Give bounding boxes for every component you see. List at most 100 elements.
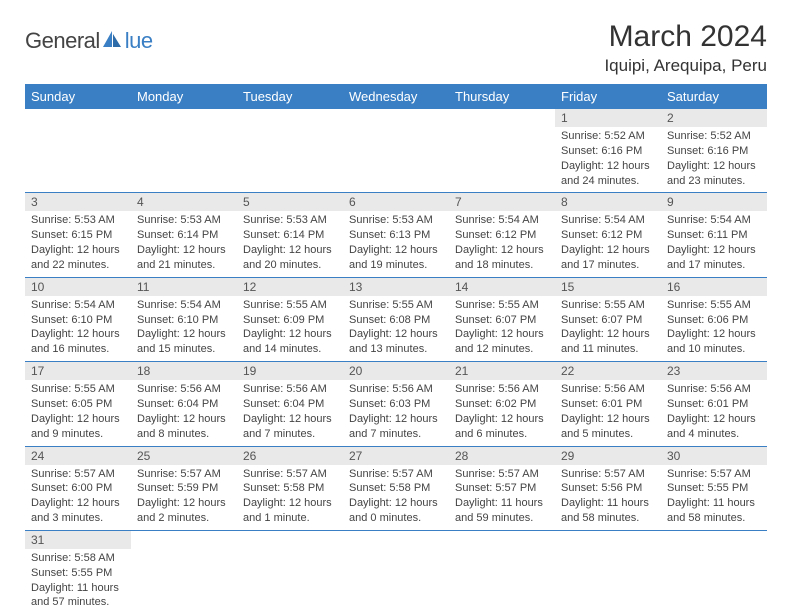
day-data: Sunrise: 5:57 AMSunset: 5:57 PMDaylight:…: [449, 465, 555, 530]
day-data: Sunrise: 5:53 AMSunset: 6:14 PMDaylight:…: [131, 211, 237, 276]
calendar-day-cell: 31Sunrise: 5:58 AMSunset: 5:55 PMDayligh…: [25, 530, 131, 614]
day-data: Sunrise: 5:52 AMSunset: 6:16 PMDaylight:…: [555, 127, 661, 192]
calendar-day-cell: [343, 109, 449, 193]
day-number: 20: [343, 362, 449, 380]
day-number: 26: [237, 447, 343, 465]
calendar-week-row: 3Sunrise: 5:53 AMSunset: 6:15 PMDaylight…: [25, 193, 767, 277]
header: General lue March 2024 Iquipi, Arequipa,…: [25, 20, 767, 76]
calendar-day-cell: 12Sunrise: 5:55 AMSunset: 6:09 PMDayligh…: [237, 277, 343, 361]
day-number: 12: [237, 278, 343, 296]
day-number: 14: [449, 278, 555, 296]
day-number: 13: [343, 278, 449, 296]
day-number: 8: [555, 193, 661, 211]
day-number: 17: [25, 362, 131, 380]
month-title: March 2024: [604, 20, 767, 54]
calendar-day-cell: 29Sunrise: 5:57 AMSunset: 5:56 PMDayligh…: [555, 446, 661, 530]
day-data: Sunrise: 5:57 AMSunset: 5:55 PMDaylight:…: [661, 465, 767, 530]
day-number: 30: [661, 447, 767, 465]
day-number: 21: [449, 362, 555, 380]
calendar-day-cell: 1Sunrise: 5:52 AMSunset: 6:16 PMDaylight…: [555, 109, 661, 193]
calendar-day-cell: 30Sunrise: 5:57 AMSunset: 5:55 PMDayligh…: [661, 446, 767, 530]
day-data: Sunrise: 5:57 AMSunset: 5:58 PMDaylight:…: [237, 465, 343, 530]
day-data: Sunrise: 5:53 AMSunset: 6:14 PMDaylight:…: [237, 211, 343, 276]
location: Iquipi, Arequipa, Peru: [604, 56, 767, 76]
day-number: 22: [555, 362, 661, 380]
day-data: Sunrise: 5:55 AMSunset: 6:06 PMDaylight:…: [661, 296, 767, 361]
day-data: Sunrise: 5:56 AMSunset: 6:04 PMDaylight:…: [131, 380, 237, 445]
day-data: Sunrise: 5:54 AMSunset: 6:10 PMDaylight:…: [25, 296, 131, 361]
calendar-header-cell: Sunday: [25, 84, 131, 109]
title-block: March 2024 Iquipi, Arequipa, Peru: [604, 20, 767, 76]
calendar-header-cell: Saturday: [661, 84, 767, 109]
calendar-day-cell: 20Sunrise: 5:56 AMSunset: 6:03 PMDayligh…: [343, 362, 449, 446]
calendar-day-cell: [661, 530, 767, 614]
calendar-day-cell: 5Sunrise: 5:53 AMSunset: 6:14 PMDaylight…: [237, 193, 343, 277]
day-data: Sunrise: 5:57 AMSunset: 5:56 PMDaylight:…: [555, 465, 661, 530]
calendar-day-cell: [237, 109, 343, 193]
day-data: Sunrise: 5:57 AMSunset: 5:59 PMDaylight:…: [131, 465, 237, 530]
day-data: Sunrise: 5:56 AMSunset: 6:01 PMDaylight:…: [661, 380, 767, 445]
calendar-header-cell: Thursday: [449, 84, 555, 109]
calendar-day-cell: 16Sunrise: 5:55 AMSunset: 6:06 PMDayligh…: [661, 277, 767, 361]
calendar-body: 1Sunrise: 5:52 AMSunset: 6:16 PMDaylight…: [25, 109, 767, 614]
calendar-week-row: 1Sunrise: 5:52 AMSunset: 6:16 PMDaylight…: [25, 109, 767, 193]
day-number: 3: [25, 193, 131, 211]
day-number: 1: [555, 109, 661, 127]
day-number: 11: [131, 278, 237, 296]
day-data: Sunrise: 5:56 AMSunset: 6:04 PMDaylight:…: [237, 380, 343, 445]
calendar-day-cell: 17Sunrise: 5:55 AMSunset: 6:05 PMDayligh…: [25, 362, 131, 446]
calendar-day-cell: 24Sunrise: 5:57 AMSunset: 6:00 PMDayligh…: [25, 446, 131, 530]
calendar-day-cell: 19Sunrise: 5:56 AMSunset: 6:04 PMDayligh…: [237, 362, 343, 446]
calendar-day-cell: 21Sunrise: 5:56 AMSunset: 6:02 PMDayligh…: [449, 362, 555, 446]
day-data: Sunrise: 5:54 AMSunset: 6:12 PMDaylight:…: [449, 211, 555, 276]
calendar-header-cell: Tuesday: [237, 84, 343, 109]
day-number: 4: [131, 193, 237, 211]
day-data: Sunrise: 5:58 AMSunset: 5:55 PMDaylight:…: [25, 549, 131, 614]
logo-sail-icon: [101, 29, 123, 54]
day-data: Sunrise: 5:53 AMSunset: 6:15 PMDaylight:…: [25, 211, 131, 276]
day-data: Sunrise: 5:54 AMSunset: 6:12 PMDaylight:…: [555, 211, 661, 276]
day-number: 24: [25, 447, 131, 465]
calendar-day-cell: 26Sunrise: 5:57 AMSunset: 5:58 PMDayligh…: [237, 446, 343, 530]
calendar-day-cell: 6Sunrise: 5:53 AMSunset: 6:13 PMDaylight…: [343, 193, 449, 277]
calendar-day-cell: 14Sunrise: 5:55 AMSunset: 6:07 PMDayligh…: [449, 277, 555, 361]
day-number: 6: [343, 193, 449, 211]
day-number: 29: [555, 447, 661, 465]
day-number: 5: [237, 193, 343, 211]
calendar-day-cell: 9Sunrise: 5:54 AMSunset: 6:11 PMDaylight…: [661, 193, 767, 277]
day-data: Sunrise: 5:56 AMSunset: 6:02 PMDaylight:…: [449, 380, 555, 445]
calendar-week-row: 31Sunrise: 5:58 AMSunset: 5:55 PMDayligh…: [25, 530, 767, 614]
day-number: 7: [449, 193, 555, 211]
day-number: 18: [131, 362, 237, 380]
logo-text-general: General: [25, 28, 100, 54]
day-number: 19: [237, 362, 343, 380]
calendar-day-cell: 25Sunrise: 5:57 AMSunset: 5:59 PMDayligh…: [131, 446, 237, 530]
day-data: Sunrise: 5:55 AMSunset: 6:05 PMDaylight:…: [25, 380, 131, 445]
calendar-week-row: 10Sunrise: 5:54 AMSunset: 6:10 PMDayligh…: [25, 277, 767, 361]
calendar-day-cell: 28Sunrise: 5:57 AMSunset: 5:57 PMDayligh…: [449, 446, 555, 530]
calendar-day-cell: [449, 530, 555, 614]
calendar-week-row: 17Sunrise: 5:55 AMSunset: 6:05 PMDayligh…: [25, 362, 767, 446]
calendar-day-cell: 2Sunrise: 5:52 AMSunset: 6:16 PMDaylight…: [661, 109, 767, 193]
calendar-day-cell: 3Sunrise: 5:53 AMSunset: 6:15 PMDaylight…: [25, 193, 131, 277]
day-data: Sunrise: 5:57 AMSunset: 5:58 PMDaylight:…: [343, 465, 449, 530]
day-data: Sunrise: 5:53 AMSunset: 6:13 PMDaylight:…: [343, 211, 449, 276]
calendar-day-cell: 23Sunrise: 5:56 AMSunset: 6:01 PMDayligh…: [661, 362, 767, 446]
logo-text-blue: lue: [125, 28, 153, 54]
day-number: 28: [449, 447, 555, 465]
day-number: 25: [131, 447, 237, 465]
calendar-day-cell: [449, 109, 555, 193]
calendar-header-cell: Monday: [131, 84, 237, 109]
calendar-day-cell: 4Sunrise: 5:53 AMSunset: 6:14 PMDaylight…: [131, 193, 237, 277]
calendar-day-cell: 13Sunrise: 5:55 AMSunset: 6:08 PMDayligh…: [343, 277, 449, 361]
calendar-day-cell: 27Sunrise: 5:57 AMSunset: 5:58 PMDayligh…: [343, 446, 449, 530]
day-number: 2: [661, 109, 767, 127]
calendar-day-cell: [343, 530, 449, 614]
day-data: Sunrise: 5:57 AMSunset: 6:00 PMDaylight:…: [25, 465, 131, 530]
calendar-day-cell: [131, 109, 237, 193]
calendar-day-cell: [237, 530, 343, 614]
calendar-day-cell: 11Sunrise: 5:54 AMSunset: 6:10 PMDayligh…: [131, 277, 237, 361]
day-data: Sunrise: 5:52 AMSunset: 6:16 PMDaylight:…: [661, 127, 767, 192]
day-data: Sunrise: 5:56 AMSunset: 6:01 PMDaylight:…: [555, 380, 661, 445]
calendar-header-row: SundayMondayTuesdayWednesdayThursdayFrid…: [25, 84, 767, 109]
